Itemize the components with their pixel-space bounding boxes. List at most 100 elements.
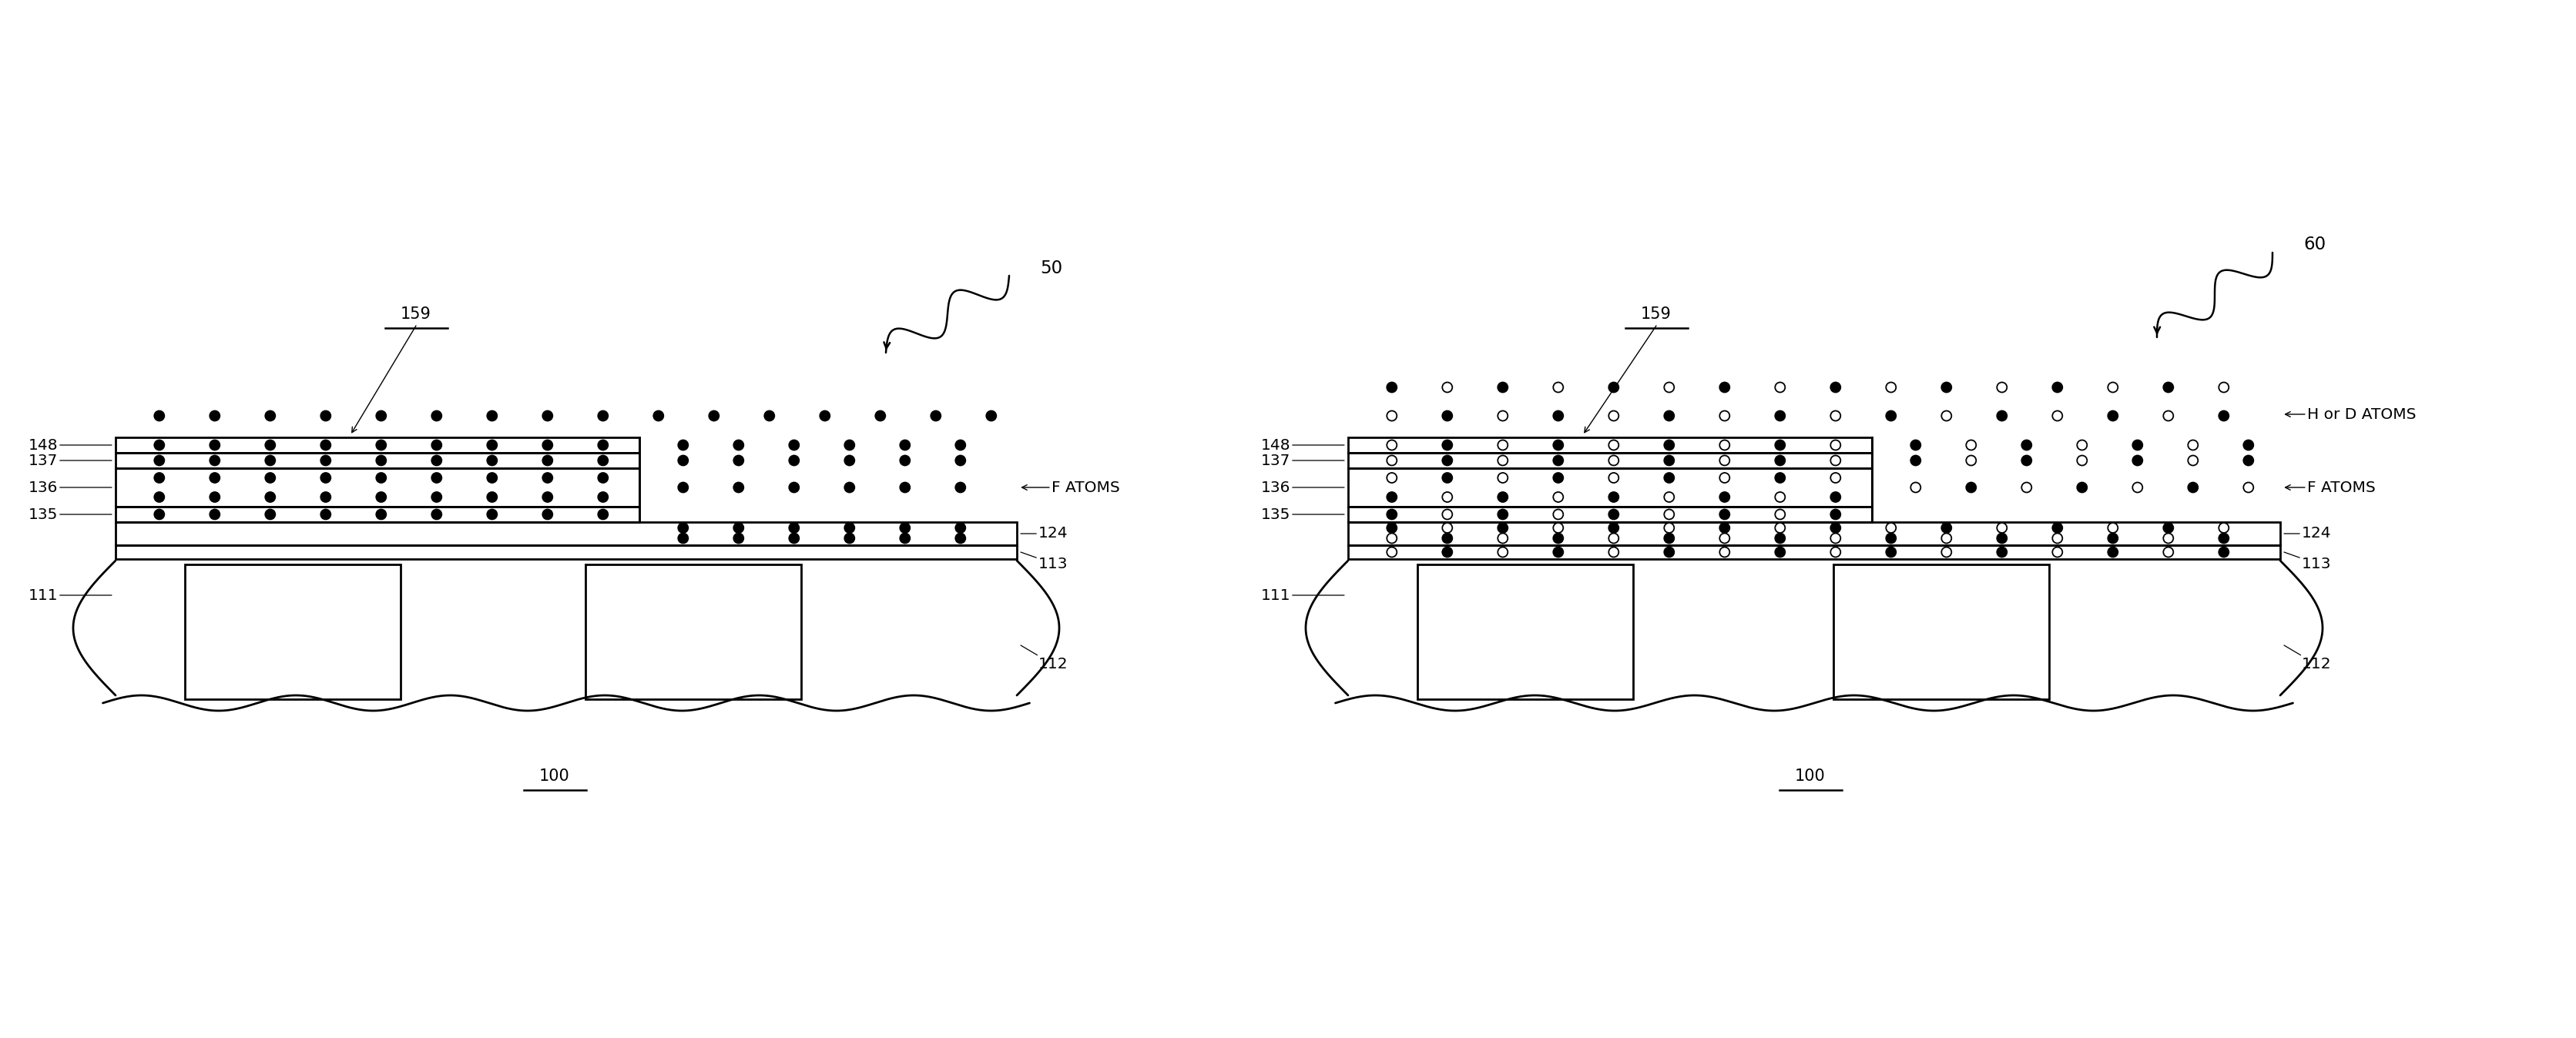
Circle shape bbox=[209, 510, 219, 519]
Circle shape bbox=[487, 411, 497, 420]
Circle shape bbox=[1832, 411, 1842, 420]
Circle shape bbox=[956, 456, 966, 465]
Circle shape bbox=[2053, 534, 2063, 543]
Circle shape bbox=[2244, 440, 2254, 450]
Circle shape bbox=[319, 472, 330, 483]
Circle shape bbox=[433, 510, 440, 519]
Text: 124: 124 bbox=[2285, 526, 2331, 541]
Circle shape bbox=[1607, 411, 1618, 420]
Text: 100: 100 bbox=[538, 768, 569, 784]
Circle shape bbox=[734, 523, 744, 532]
Circle shape bbox=[845, 456, 855, 465]
Circle shape bbox=[376, 411, 386, 420]
Circle shape bbox=[765, 411, 775, 420]
Circle shape bbox=[1911, 483, 1922, 492]
Circle shape bbox=[845, 523, 855, 532]
Circle shape bbox=[1721, 472, 1728, 483]
Circle shape bbox=[2218, 547, 2228, 557]
Circle shape bbox=[2218, 411, 2228, 420]
Circle shape bbox=[155, 472, 165, 483]
Circle shape bbox=[788, 523, 799, 532]
Circle shape bbox=[788, 456, 799, 465]
Circle shape bbox=[1497, 382, 1507, 392]
Bar bbox=[1347, 453, 1873, 468]
Circle shape bbox=[598, 510, 608, 519]
Circle shape bbox=[1607, 492, 1618, 502]
Circle shape bbox=[433, 492, 440, 502]
Circle shape bbox=[1832, 382, 1842, 392]
Circle shape bbox=[433, 456, 440, 465]
Circle shape bbox=[1443, 534, 1453, 543]
Circle shape bbox=[1553, 510, 1564, 519]
Circle shape bbox=[2076, 456, 2087, 465]
Text: 124: 124 bbox=[1020, 526, 1069, 541]
Circle shape bbox=[319, 456, 330, 465]
Bar bbox=[116, 468, 639, 507]
Circle shape bbox=[1664, 523, 1674, 532]
Text: 135: 135 bbox=[1260, 508, 1345, 522]
Circle shape bbox=[1607, 523, 1618, 532]
Circle shape bbox=[2107, 523, 2117, 532]
Circle shape bbox=[209, 456, 219, 465]
Circle shape bbox=[2133, 456, 2143, 465]
Circle shape bbox=[2187, 440, 2197, 450]
Circle shape bbox=[1942, 534, 1953, 543]
Circle shape bbox=[1996, 523, 2007, 532]
Circle shape bbox=[598, 456, 608, 465]
Circle shape bbox=[2107, 534, 2117, 543]
Circle shape bbox=[2218, 382, 2228, 392]
Circle shape bbox=[1996, 411, 2007, 420]
Text: 50: 50 bbox=[1041, 260, 1061, 277]
Circle shape bbox=[2164, 534, 2174, 543]
Text: 136: 136 bbox=[1260, 481, 1345, 495]
Circle shape bbox=[2022, 456, 2032, 465]
Circle shape bbox=[544, 456, 554, 465]
Circle shape bbox=[956, 534, 966, 543]
Bar bbox=[585, 565, 801, 700]
Circle shape bbox=[376, 492, 386, 502]
Bar bbox=[1347, 522, 2280, 545]
Circle shape bbox=[1497, 411, 1507, 420]
Text: 111: 111 bbox=[28, 588, 111, 602]
Circle shape bbox=[1775, 472, 1785, 483]
Circle shape bbox=[1553, 382, 1564, 392]
Circle shape bbox=[1553, 534, 1564, 543]
Circle shape bbox=[209, 440, 219, 450]
Text: 137: 137 bbox=[28, 454, 111, 468]
Circle shape bbox=[319, 510, 330, 519]
Circle shape bbox=[433, 472, 440, 483]
Circle shape bbox=[1775, 523, 1785, 532]
Circle shape bbox=[2053, 547, 2063, 557]
Circle shape bbox=[1721, 523, 1728, 532]
Circle shape bbox=[2164, 411, 2174, 420]
Circle shape bbox=[433, 440, 440, 450]
Circle shape bbox=[1996, 534, 2007, 543]
Circle shape bbox=[2133, 440, 2143, 450]
Circle shape bbox=[1553, 440, 1564, 450]
Text: 113: 113 bbox=[2285, 552, 2331, 571]
Text: 136: 136 bbox=[28, 481, 111, 495]
Circle shape bbox=[734, 534, 744, 543]
Circle shape bbox=[2187, 483, 2197, 492]
Text: 100: 100 bbox=[1795, 768, 1826, 784]
Circle shape bbox=[2022, 483, 2032, 492]
Circle shape bbox=[1775, 510, 1785, 519]
Circle shape bbox=[899, 523, 909, 532]
Circle shape bbox=[1553, 456, 1564, 465]
Circle shape bbox=[2053, 523, 2063, 532]
Circle shape bbox=[1886, 534, 1896, 543]
Circle shape bbox=[376, 440, 386, 450]
Circle shape bbox=[544, 411, 554, 420]
Circle shape bbox=[1775, 440, 1785, 450]
Circle shape bbox=[734, 456, 744, 465]
Bar bbox=[1834, 565, 2048, 700]
Circle shape bbox=[265, 510, 276, 519]
Circle shape bbox=[1443, 382, 1453, 392]
Bar bbox=[116, 507, 639, 522]
Bar bbox=[116, 453, 639, 468]
Circle shape bbox=[1775, 492, 1785, 502]
Circle shape bbox=[376, 456, 386, 465]
Circle shape bbox=[788, 534, 799, 543]
Circle shape bbox=[1497, 492, 1507, 502]
Circle shape bbox=[819, 411, 829, 420]
